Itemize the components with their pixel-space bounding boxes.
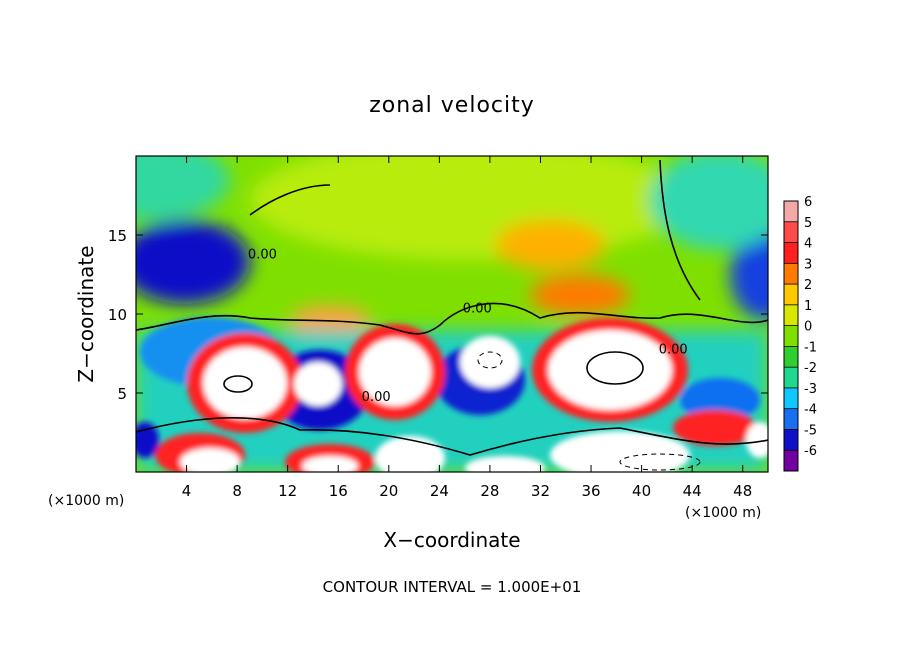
y-tick-label: 15 — [108, 227, 127, 245]
colorbar-label: -6 — [804, 444, 817, 459]
colorbar-swatch — [784, 367, 798, 388]
colorbar-swatch — [784, 263, 798, 285]
colorbar-label: -3 — [804, 382, 817, 397]
y-tick-label: 5 — [117, 385, 127, 403]
y-axis-ticks: 5 10 15 — [108, 227, 768, 403]
colorbar: 6 5 4 3 2 1 0 -1 -2 -3 -4 -5 -6 — [783, 195, 817, 472]
colorbar-label: 3 — [804, 257, 812, 272]
x-tick-label: 16 — [329, 482, 348, 500]
x-tick-label: 8 — [232, 482, 242, 500]
x-tick-label: 24 — [430, 482, 449, 500]
colorbar-frame — [783, 200, 799, 472]
colorbar-swatch — [784, 242, 798, 264]
colorbar-swatch — [784, 325, 798, 347]
x-tick-label: 28 — [480, 482, 499, 500]
colorbar-swatch — [784, 450, 798, 471]
colorbar-label: 5 — [804, 216, 812, 231]
colorbar-label: -2 — [804, 361, 817, 376]
contour-label: 0.00 — [248, 248, 277, 263]
colorbar-label: 2 — [804, 278, 812, 293]
heatmap-field — [136, 156, 768, 472]
colorbar-label: 4 — [804, 237, 812, 252]
contour-interval-note: CONTOUR INTERVAL = 1.000E+01 — [323, 578, 582, 596]
colorbar-swatch — [784, 221, 798, 243]
x-tick-label: 44 — [683, 482, 702, 500]
x-axis-ticks: 4 8 12 16 20 24 28 32 36 40 44 48 — [182, 156, 752, 500]
colorbar-label: -4 — [804, 403, 817, 418]
chart-title: zonal velocity — [369, 93, 535, 118]
colorbar-swatch — [784, 408, 798, 430]
colorbar-swatch — [784, 201, 798, 222]
contour-label: 0.00 — [659, 343, 688, 358]
y-tick-label: 10 — [108, 306, 127, 324]
colorbar-label: -1 — [804, 340, 817, 355]
colorbar-swatch — [784, 387, 798, 409]
colorbar-label: 0 — [804, 320, 812, 335]
colorbar-swatch — [784, 304, 798, 326]
x-tick-label: 40 — [632, 482, 651, 500]
x-tick-label: 20 — [379, 482, 398, 500]
x-tick-label: 12 — [278, 482, 297, 500]
colorbar-swatch — [784, 284, 798, 305]
x-tick-label: 32 — [531, 482, 550, 500]
y-axis-label: Z−coordinate — [74, 245, 98, 382]
colorbar-label: 1 — [804, 299, 812, 314]
colorbar-swatch — [784, 429, 798, 451]
x-tick-label: 48 — [733, 482, 752, 500]
x-axis-label: X−coordinate — [383, 528, 520, 552]
contour-label: 0.00 — [362, 390, 391, 405]
x-tick-label: 36 — [581, 482, 600, 500]
x-tick-label: 4 — [182, 482, 192, 500]
contour-labels: 0.00 0.00 0.00 0.00 — [248, 248, 688, 405]
contour-label: 0.00 — [463, 301, 492, 316]
colorbar-swatch — [784, 346, 798, 368]
x-unit-left: (×1000 m) — [48, 493, 124, 509]
x-unit-right: (×1000 m) — [685, 505, 761, 521]
colorbar-label: 6 — [804, 195, 812, 210]
colorbar-label: -5 — [804, 423, 817, 438]
